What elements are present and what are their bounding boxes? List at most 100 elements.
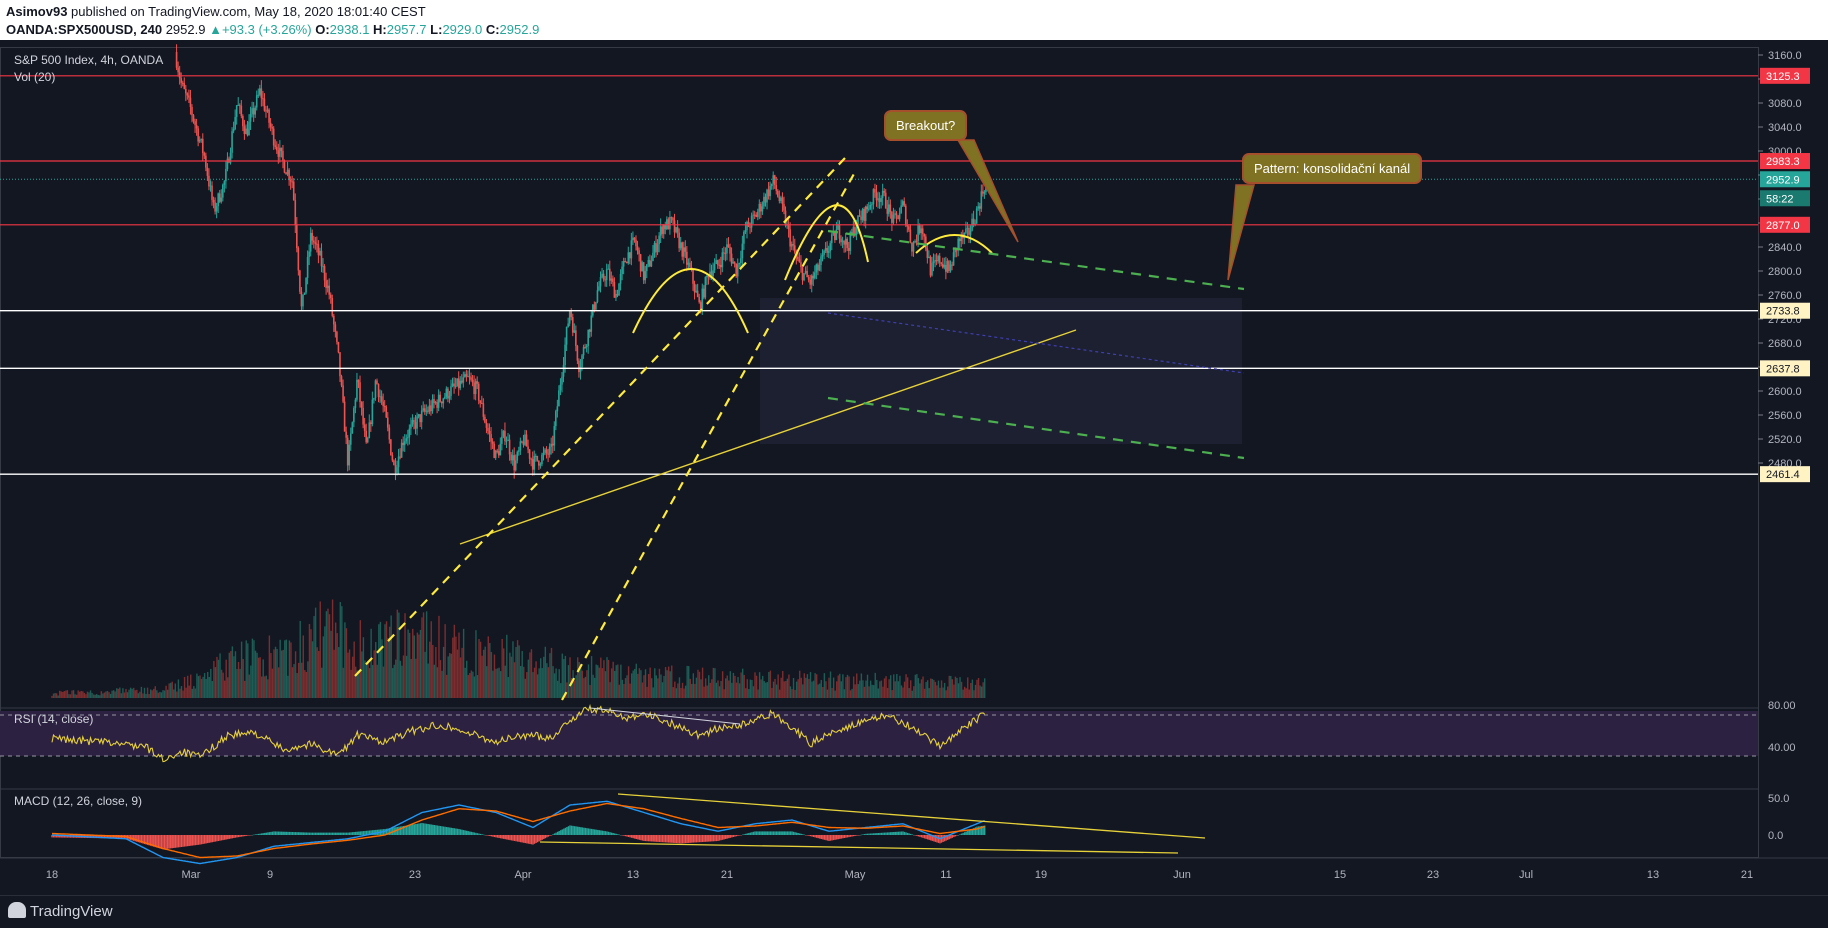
channel-mid-line[interactable]: [827, 312, 1245, 374]
macd-hist-bar: [177, 835, 180, 848]
head-arc[interactable]: [784, 204, 869, 281]
candle-body: [317, 244, 320, 256]
right-shoulder-arc[interactable]: [915, 234, 993, 254]
symbol[interactable]: OANDA:SPX500USD, 240: [6, 22, 163, 37]
volume-bar: [540, 658, 542, 698]
volume-bar: [136, 689, 138, 698]
volume-bar: [569, 657, 571, 698]
candle-body: [559, 384, 562, 391]
volume-bar: [456, 649, 459, 698]
volume-bar: [277, 667, 280, 698]
upper-rising-channel-line[interactable]: [354, 157, 846, 677]
author-name[interactable]: Asimov93: [6, 4, 68, 19]
macd-hist-bar: [826, 835, 829, 841]
volume-bar: [593, 677, 596, 698]
rsi-divergence-line[interactable]: [589, 707, 741, 725]
volume-bar: [176, 691, 178, 698]
volume-bar: [387, 637, 389, 698]
volume-bar: [866, 674, 869, 698]
tradingview-logo[interactable]: TradingView: [8, 902, 113, 920]
channel-lower-line[interactable]: [827, 396, 1245, 460]
macd-hist-bar: [903, 831, 906, 835]
volume-bar: [339, 602, 341, 698]
volume-bar: [85, 694, 87, 698]
chart-canvas[interactable]: 3160.03120.03080.03040.03000.02960.02920…: [0, 40, 1828, 895]
macd-hist-bar: [984, 825, 986, 835]
ascending-trendline[interactable]: [459, 329, 1077, 545]
candle-body: [351, 422, 354, 434]
macd-hist-bar: [202, 835, 204, 844]
macd-hist-bar: [751, 832, 753, 835]
volume-bar: [248, 674, 251, 698]
macd-hist-bar: [667, 835, 670, 843]
volume-bar: [766, 682, 769, 698]
macd-upper-trendline[interactable]: [617, 793, 1206, 839]
macd-hist-bar: [848, 835, 850, 838]
candle-body: [928, 256, 930, 258]
x-tick-label: 15: [1334, 869, 1346, 881]
volume-bar: [573, 680, 576, 698]
left-shoulder-arc[interactable]: [632, 268, 749, 334]
candle-body: [740, 258, 742, 263]
volume-bar: [276, 648, 278, 698]
x-tick-label: 11: [940, 869, 951, 881]
candle-body: [787, 224, 790, 230]
time-axis[interactable]: 18 Mar 9 23 Apr 13 21 May 11 19 Jun 15 23 Jul 13 21: [46, 869, 1753, 881]
macd-hist-bar: [580, 827, 582, 835]
candle-body: [234, 116, 236, 130]
volume-bar: [239, 668, 241, 698]
volume-bar: [775, 684, 778, 698]
candle-body: [883, 190, 885, 193]
macd-hist-bar: [757, 831, 759, 835]
candle-body: [488, 430, 491, 435]
macd-hist-bar: [601, 830, 604, 835]
candle-body: [366, 437, 369, 443]
macd-hist-bar: [487, 835, 489, 836]
macd-hist-bar: [191, 835, 193, 846]
volume-bar: [350, 669, 352, 698]
macd-hist-bar: [429, 824, 431, 835]
macd-hist-bar: [248, 835, 251, 836]
macd-hist-bar: [96, 835, 98, 839]
volume-bar: [629, 683, 631, 698]
volume-bar: [66, 690, 69, 698]
macd-hist-bar: [647, 835, 650, 842]
macd-hist-bar: [384, 829, 386, 835]
macd-hist-bar: [836, 835, 838, 840]
macd-hist-bar: [893, 832, 895, 835]
candle-body: [417, 414, 420, 417]
macd-hist-bar: [344, 832, 346, 835]
lower-rising-channel-line[interactable]: [561, 171, 856, 701]
macd-hist-bar: [331, 832, 334, 835]
x-tick-label: 13: [1647, 869, 1659, 881]
macd-hist-bar: [799, 833, 801, 835]
macd-hist-bar: [731, 835, 733, 838]
volume-bar: [77, 690, 79, 698]
candle-body: [579, 367, 582, 373]
volume-bar: [610, 668, 613, 698]
macd-hist-bar: [478, 833, 480, 835]
volume-bar: [174, 683, 177, 698]
candle-body: [622, 260, 625, 267]
channel-upper-line[interactable]: [827, 229, 1245, 291]
candle-body: [525, 434, 528, 447]
macd-hist-bar: [259, 833, 261, 835]
macd-hist-bar: [906, 832, 909, 835]
macd-hist-bar: [453, 828, 456, 835]
candle-body: [898, 213, 901, 219]
candle-body: [599, 277, 602, 287]
candle-body: [390, 439, 392, 456]
macd-hist-bar: [435, 825, 437, 835]
breakout-callout[interactable]: Breakout?: [884, 110, 968, 141]
volume-bar: [950, 675, 952, 698]
volume-bar: [746, 679, 748, 698]
macd-hist-bar: [812, 835, 815, 837]
pattern-callout[interactable]: Pattern: konsolidační kanál: [1242, 153, 1423, 184]
volume-bar: [510, 656, 513, 698]
volume-bar: [698, 671, 701, 698]
volume-bar: [473, 676, 476, 698]
macd-lower-trendline[interactable]: [539, 841, 1179, 854]
macd-hist-bar: [829, 835, 832, 841]
candle-body: [578, 360, 580, 373]
macd-hist-bar: [740, 835, 742, 836]
